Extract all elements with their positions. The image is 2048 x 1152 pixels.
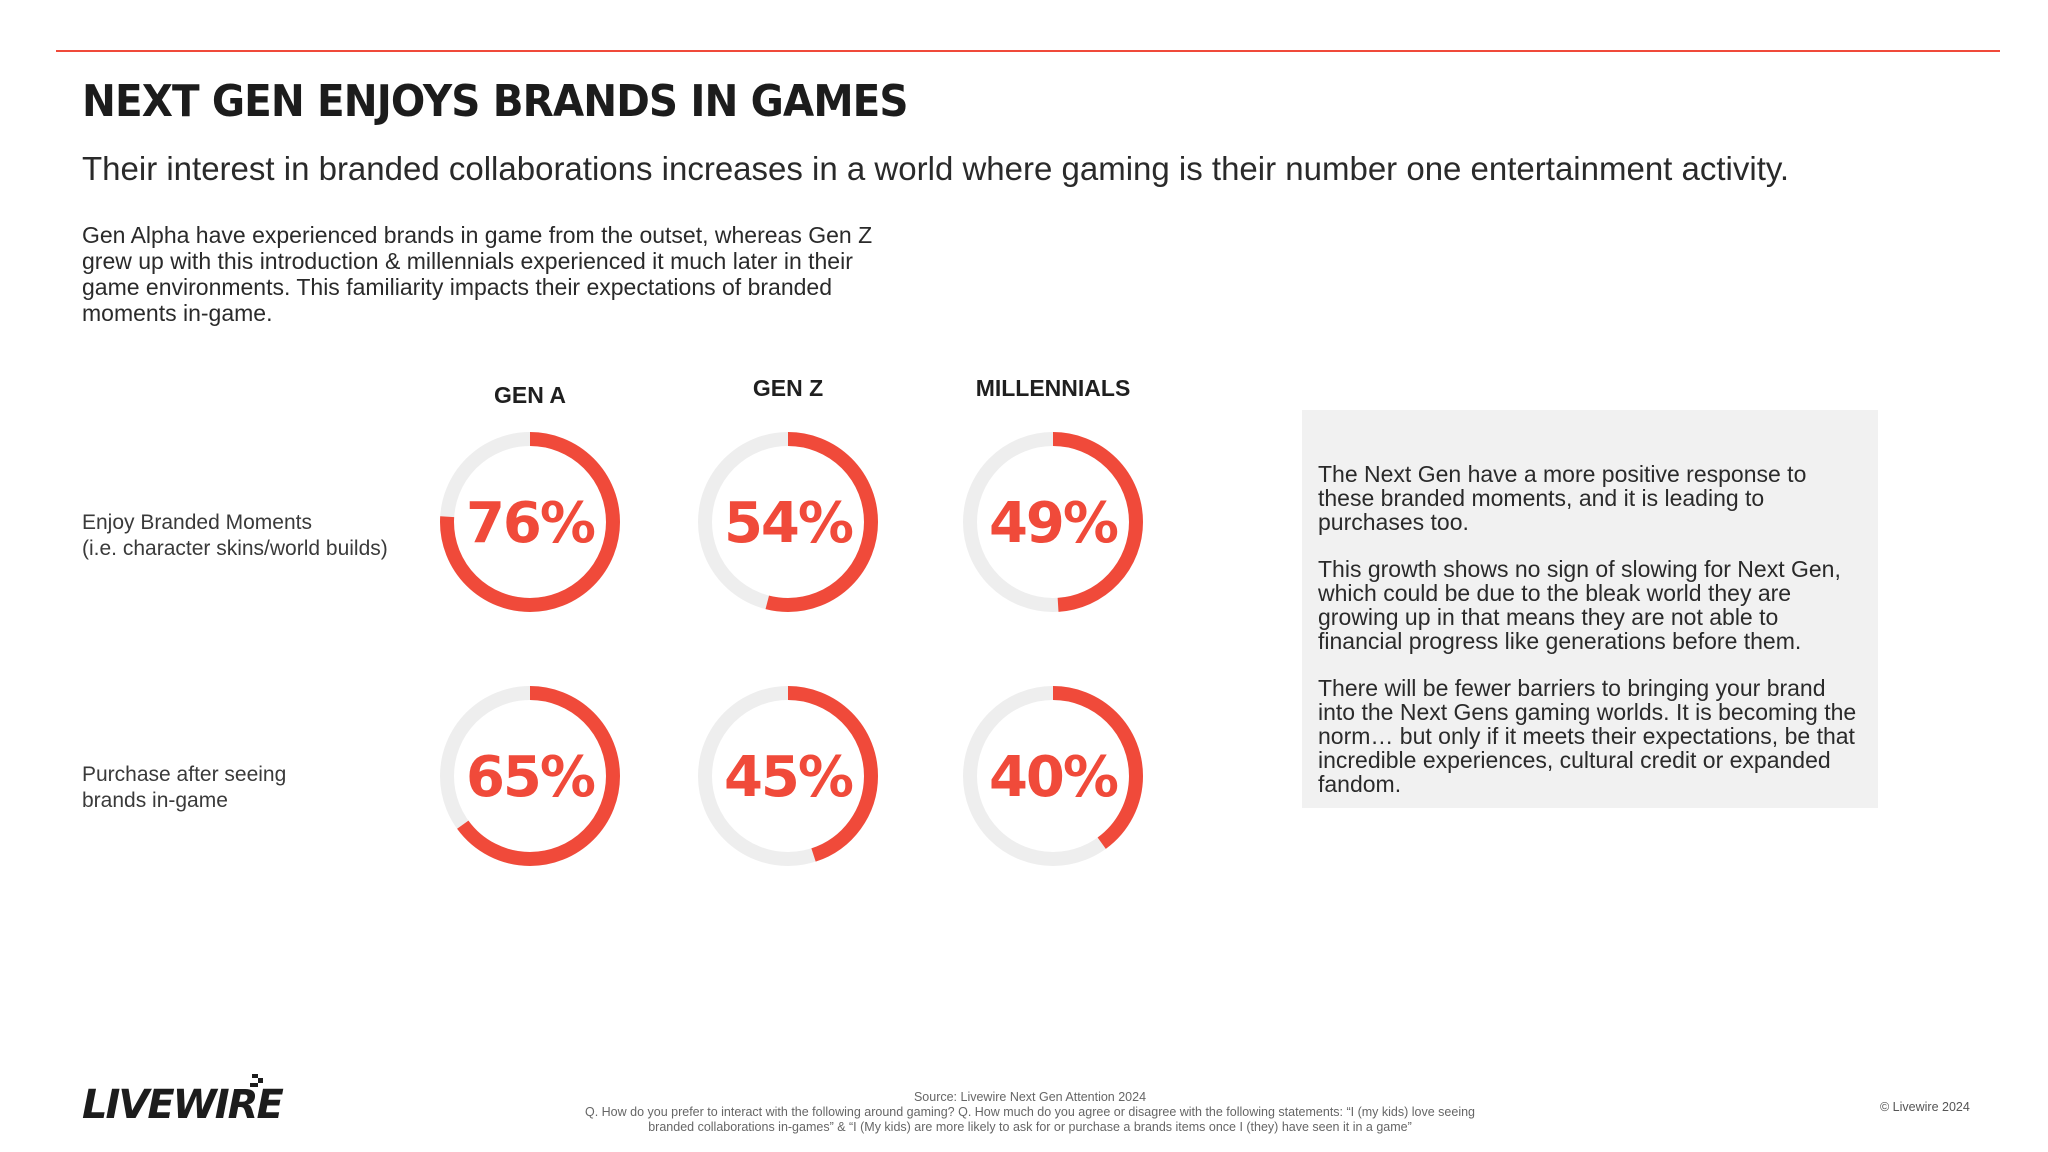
donut-value-arc (698, 432, 878, 612)
donut-value-label: 49% (989, 491, 1118, 556)
donut-value-arc (698, 686, 878, 866)
donut-value-arc (440, 686, 620, 866)
source-line: branded collaborations in-games” & “I (M… (648, 1120, 1412, 1134)
row-label-line: Enjoy Branded Moments (82, 511, 312, 534)
donut-value-label: 40% (989, 745, 1118, 810)
donut-gen-z-enjoy: 54% (698, 432, 878, 612)
row-label-purchase-after-seeing: Purchase after seeing brands in-game (82, 762, 286, 814)
livewire-logo: LIVEWIRE (82, 1082, 284, 1128)
donut-gen-a-purchase: 65% (440, 686, 620, 866)
donut-millennials-purchase: 40% (963, 686, 1143, 866)
source-line: Q. How do you prefer to interact with th… (584, 1105, 1476, 1119)
donut-value-label: 45% (724, 745, 853, 810)
source-line: Source: Livewire Next Gen Attention 2024 (913, 1090, 1147, 1104)
donut-value-arc (963, 432, 1143, 612)
donut-millennials-enjoy: 49% (963, 432, 1143, 612)
logo-pixel-mark-icon (250, 1074, 263, 1087)
intro-text: Gen Alpha have experienced brands in gam… (82, 222, 873, 326)
page-title: NEXT GEN ENJOYS BRANDS IN GAMES (82, 76, 909, 127)
donut-gen-a-enjoy: 76% (440, 432, 620, 612)
insight-panel: The Next Gen have a more positive respon… (1302, 410, 1878, 808)
donut-gen-z-purchase: 45% (698, 686, 878, 866)
row-label-line: (i.e. character skins/world builds) (82, 537, 388, 560)
row-label-line: Purchase after seeing (82, 763, 287, 786)
insight-paragraph-3: There will be fewer barriers to bringing… (1318, 675, 1857, 797)
donut-value-arc (440, 432, 620, 612)
row-label-enjoy-branded-moments: Enjoy Branded Moments (i.e. character sk… (82, 510, 388, 562)
insight-paragraph-1: The Next Gen have a more positive respon… (1318, 461, 1807, 535)
page-subtitle: Their interest in branded collaborations… (82, 150, 1790, 187)
insight-paragraph-2: This growth shows no sign of slowing for… (1318, 556, 1841, 654)
column-header-gen-a: GEN A (494, 382, 566, 408)
source-note: Source: Livewire Next Gen Attention 2024… (540, 1090, 1520, 1135)
donut-value-arc (963, 686, 1143, 866)
column-header-gen-z: GEN Z (752, 375, 824, 401)
copyright: © Livewire 2024 (1880, 1100, 1970, 1114)
donut-value-label: 54% (724, 491, 853, 556)
donut-value-label: 65% (466, 745, 595, 810)
top-rule (56, 50, 2000, 52)
donut-value-label: 76% (466, 491, 595, 556)
row-label-line: brands in-game (82, 789, 228, 812)
column-header-millennials: MILLENNIALS (975, 375, 1131, 401)
